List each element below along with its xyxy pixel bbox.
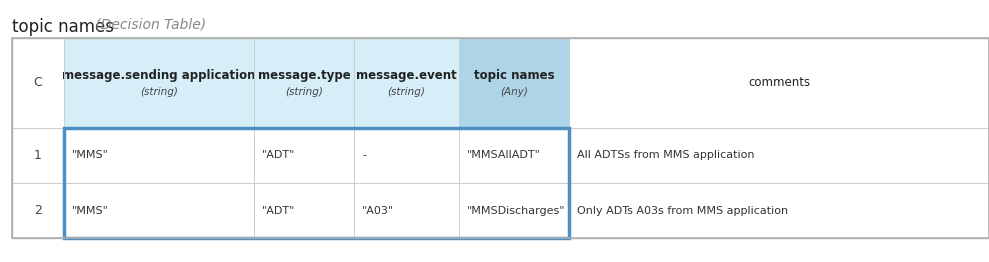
Text: message.event: message.event (356, 69, 457, 83)
Bar (569, 38, 989, 128)
Bar (64, 183, 254, 238)
Text: 1: 1 (34, 149, 42, 162)
Text: "MMS": "MMS" (72, 205, 109, 216)
Bar (64, 128, 254, 183)
Text: Only ADTs A03s from MMS application: Only ADTs A03s from MMS application (577, 205, 788, 216)
Bar (64, 38, 254, 128)
Bar (12, 183, 64, 238)
Text: "MMSDischarges": "MMSDischarges" (467, 205, 566, 216)
Text: message.sending application: message.sending application (62, 69, 256, 83)
Text: "MMSAllADT": "MMSAllADT" (467, 150, 541, 161)
Text: "ADT": "ADT" (262, 150, 296, 161)
Bar (12, 38, 64, 128)
Text: "A03": "A03" (362, 205, 395, 216)
Text: All ADTSs from MMS application: All ADTSs from MMS application (577, 150, 755, 161)
Bar (459, 183, 569, 238)
Text: 2: 2 (34, 204, 42, 217)
Text: -: - (362, 150, 366, 161)
Bar (12, 128, 64, 183)
Bar (254, 38, 354, 128)
Bar (12, 38, 989, 238)
Text: (string): (string) (285, 87, 323, 97)
Bar (12, 38, 989, 238)
Text: message.type: message.type (257, 69, 350, 83)
Bar (354, 128, 459, 183)
Bar (354, 183, 459, 238)
Text: comments: comments (748, 77, 810, 90)
Text: topic names: topic names (12, 18, 114, 36)
Text: "ADT": "ADT" (262, 205, 296, 216)
Bar (254, 183, 354, 238)
Bar (459, 128, 569, 183)
Text: (Decision Table): (Decision Table) (91, 18, 207, 32)
Text: (string): (string) (388, 87, 425, 97)
Bar (569, 183, 989, 238)
Text: "MMS": "MMS" (72, 150, 109, 161)
Text: (Any): (Any) (500, 87, 528, 97)
Bar (254, 128, 354, 183)
Bar (64, 128, 569, 238)
Bar (569, 128, 989, 183)
Text: C: C (34, 77, 43, 90)
Bar (354, 38, 459, 128)
Text: topic names: topic names (474, 69, 554, 83)
Bar (459, 38, 569, 128)
Text: (string): (string) (140, 87, 178, 97)
